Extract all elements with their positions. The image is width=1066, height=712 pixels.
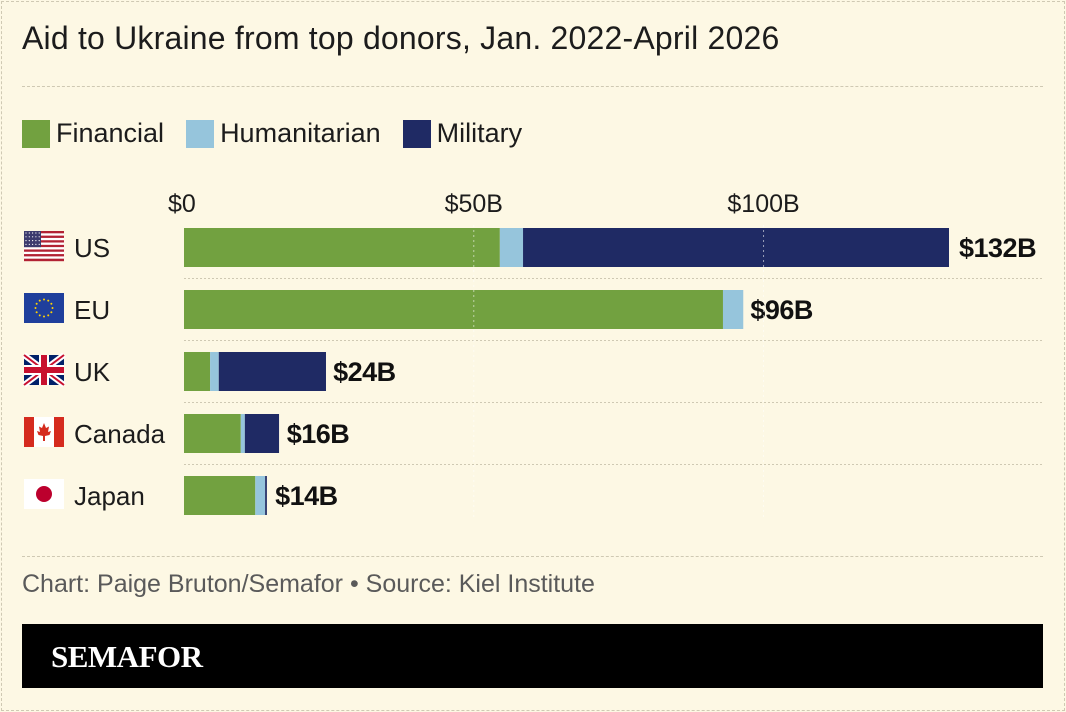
bar-total-label: $14B [275,481,338,511]
bar-total-label: $96B [750,295,813,325]
canada-flag-icon [24,417,64,447]
top-divider [22,86,1043,87]
bar-segment-financial [184,352,211,391]
bar-segment-financial [184,414,241,453]
bar-segment-humanitarian [240,414,245,453]
legend-swatch-military [402,119,431,148]
chart-title: Aid to Ukraine from top donors, Jan. 202… [22,20,780,56]
x-tick-label: $100B [727,190,799,218]
bar-segment-military [218,352,326,391]
category-label: Japan [74,481,145,511]
x-tick-label: $50B [445,190,503,218]
legend-item-humanitarian: Humanitarian [186,118,381,149]
bar-segment-financial [184,476,256,515]
bar-total-label: $16B [287,419,350,449]
category-label: UK [74,357,111,387]
legend-swatch-financial [22,119,50,148]
legend-label-military: Military [436,118,523,148]
brand-bar: SEMAFOR [22,624,1043,688]
category-label: EU [74,295,110,325]
legend-label-financial: Financial [56,118,165,148]
bar-segment-humanitarian [255,476,266,515]
x-tick-label: $0 [168,190,196,218]
bar-segment-humanitarian [499,228,524,267]
legend: Financial Humanitarian Military [22,118,544,149]
legend-item-military: Military [402,118,523,149]
bar-segment-military [265,476,267,515]
bar-segment-financial [184,228,500,267]
bar-total-label: $24B [333,357,396,387]
bar-segment-humanitarian [722,290,744,329]
legend-swatch-humanitarian [186,119,215,148]
category-label: Canada [74,419,166,449]
category-label: US [74,233,110,263]
uk-flag-icon [22,352,66,388]
chart-credit: Chart: Paige Bruton/Semafor • Source: Ki… [22,570,595,598]
bottom-divider [22,556,1043,557]
semafor-logo: SEMAFOR [51,639,203,674]
bar-segment-financial [184,290,723,329]
eu-flag-icon [24,293,64,323]
bar-segment-military [244,414,280,453]
legend-item-financial: Financial [22,118,164,149]
bar-segment-humanitarian [210,352,219,391]
japan-flag-icon [24,479,64,509]
bar-total-label: $132B [959,233,1036,263]
us-flag-icon [24,231,64,262]
legend-label-humanitarian: Humanitarian [220,118,381,148]
bar-segment-military [523,228,949,267]
